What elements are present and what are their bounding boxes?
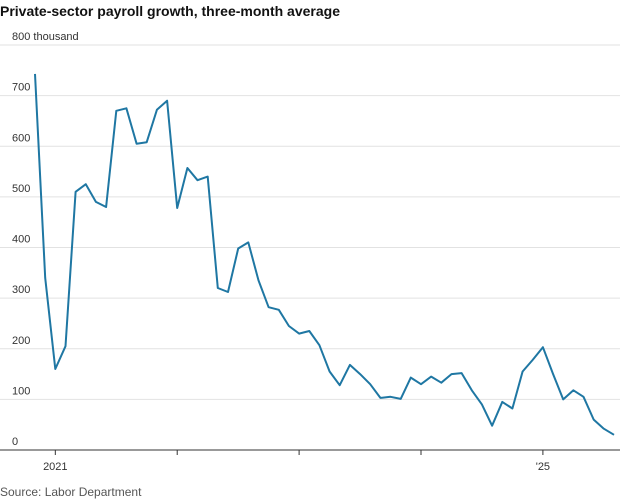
y-tick-label: 600 <box>12 132 30 144</box>
chart-title: Private-sector payroll growth, three-mon… <box>0 3 340 19</box>
line <box>34 73 615 436</box>
y-tick-label: 100 <box>12 385 30 397</box>
y-tick-label: 500 <box>12 183 30 195</box>
y-tick-label: 200 <box>12 335 30 347</box>
y-tick-label: 800 thousand <box>12 31 79 43</box>
source: Source: Labor Department <box>0 485 142 499</box>
y-tick-label: 0 <box>12 436 18 448</box>
x-tick-label: '25 <box>536 461 550 473</box>
x-tick-label: 2021 <box>43 461 67 473</box>
y-tick-label: 700 <box>12 82 30 94</box>
y-tick-label: 400 <box>12 234 30 246</box>
y-tick-label: 300 <box>12 284 30 296</box>
